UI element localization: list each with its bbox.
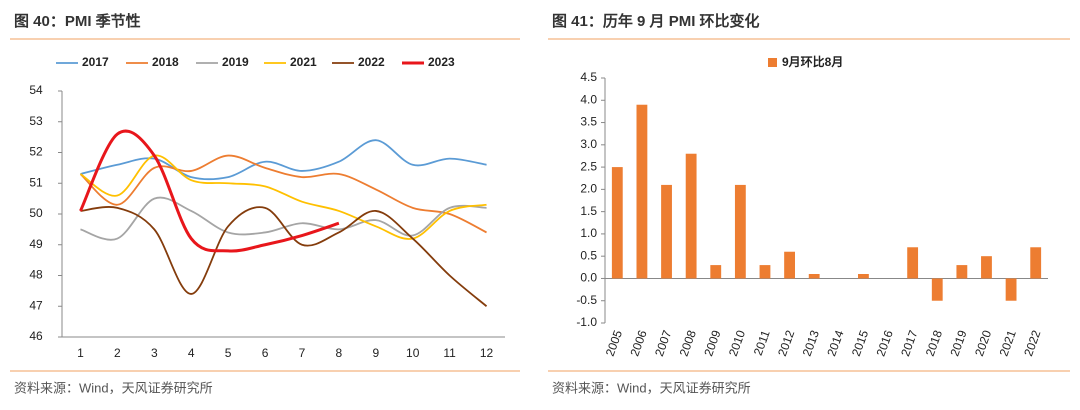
x-tick-label: 2 — [114, 346, 121, 360]
x-tick-label: 5 — [225, 346, 232, 360]
y-tick-label: 2.0 — [580, 182, 597, 196]
legend-label: 2023 — [428, 55, 455, 69]
x-tick-label: 10 — [406, 346, 420, 360]
bar — [661, 184, 672, 279]
y-tick-label: 46 — [29, 329, 43, 343]
x-tick-label: 2010 — [726, 328, 748, 358]
x-tick-label: 11 — [443, 346, 456, 360]
y-tick-label: 4.5 — [580, 70, 597, 84]
y-tick-label: 1.5 — [580, 204, 597, 218]
bar — [1030, 247, 1042, 279]
x-tick-label: 6 — [262, 346, 269, 360]
bar — [734, 184, 746, 279]
bar — [956, 265, 968, 279]
x-tick-label: 2015 — [849, 328, 871, 358]
y-tick-label: 53 — [29, 114, 43, 128]
source: 资料来源：Wind，天风证券研究所 — [14, 380, 213, 395]
x-tick-label: 2020 — [972, 328, 994, 358]
x-tick-label: 4 — [188, 346, 195, 360]
x-tick-label: 2021 — [997, 328, 1019, 358]
bar — [710, 265, 722, 279]
legend-label: 2021 — [290, 55, 317, 69]
series-line — [80, 206, 488, 307]
y-tick-label: 1.0 — [580, 226, 597, 240]
x-tick-label: 2006 — [627, 328, 649, 358]
bar — [1005, 278, 1017, 301]
legend-label: 2022 — [358, 55, 385, 69]
chart-title: 图 41：历年 9 月 PMI 环比变化 — [552, 12, 760, 30]
x-tick-label: 2018 — [923, 328, 945, 358]
bar — [858, 274, 869, 279]
bar — [636, 104, 648, 279]
y-tick-label: 48 — [29, 268, 43, 282]
bar — [611, 167, 623, 279]
bar — [808, 274, 820, 279]
series-line — [80, 139, 487, 181]
x-tick-label: 2012 — [775, 328, 797, 358]
x-tick-label: 2017 — [898, 328, 920, 358]
series-line — [80, 196, 487, 241]
legend-label: 2019 — [222, 55, 249, 69]
bar — [907, 247, 919, 279]
x-tick-label: 2007 — [652, 328, 674, 358]
y-tick-label: 50 — [29, 206, 43, 220]
chart-title: 图 40：PMI 季节性 — [14, 12, 141, 30]
series-line — [79, 154, 487, 240]
x-tick-label: 9 — [372, 346, 379, 360]
x-tick-label: 2019 — [947, 328, 969, 358]
y-tick-label: 0.0 — [580, 271, 597, 285]
legend-swatch — [768, 58, 777, 67]
y-tick-label: 52 — [29, 145, 43, 159]
y-tick-label: 4.0 — [580, 92, 597, 106]
series-line — [79, 129, 340, 253]
bar — [759, 265, 771, 279]
bar — [784, 251, 795, 279]
legend-label: 9月环比8月 — [782, 54, 843, 69]
source: 资料来源：Wind，天风证券研究所 — [552, 380, 751, 395]
x-tick-label: 3 — [151, 346, 158, 360]
legend-label: 2017 — [82, 55, 109, 69]
x-tick-label: 2013 — [800, 328, 822, 358]
y-tick-label: 54 — [29, 83, 43, 97]
x-tick-label: 2008 — [677, 328, 699, 358]
y-tick-label: -0.5 — [576, 293, 597, 307]
y-tick-label: 51 — [29, 175, 43, 189]
x-tick-label: 2005 — [603, 328, 625, 358]
bar — [931, 278, 943, 301]
x-tick-label: 2014 — [824, 328, 846, 358]
x-tick-label: 1 — [77, 346, 84, 360]
x-tick-label: 2016 — [874, 328, 896, 358]
x-tick-label: 2009 — [701, 328, 723, 358]
legend-label: 2018 — [152, 55, 179, 69]
y-tick-label: 0.5 — [580, 248, 597, 262]
x-tick-label: 2022 — [1021, 328, 1043, 358]
bar — [685, 153, 697, 279]
x-tick-label: 2011 — [751, 328, 773, 357]
y-tick-label: 49 — [29, 237, 43, 251]
y-tick-label: 3.5 — [580, 115, 597, 129]
x-tick-label: 7 — [299, 346, 306, 360]
x-tick-label: 8 — [336, 346, 343, 360]
bar — [981, 256, 992, 279]
y-tick-label: 47 — [29, 298, 43, 312]
x-tick-label: 12 — [480, 346, 494, 360]
y-tick-label: 2.5 — [580, 159, 597, 173]
y-tick-label: -1.0 — [576, 315, 597, 329]
y-tick-label: 3.0 — [580, 137, 597, 151]
series-line — [79, 154, 487, 234]
